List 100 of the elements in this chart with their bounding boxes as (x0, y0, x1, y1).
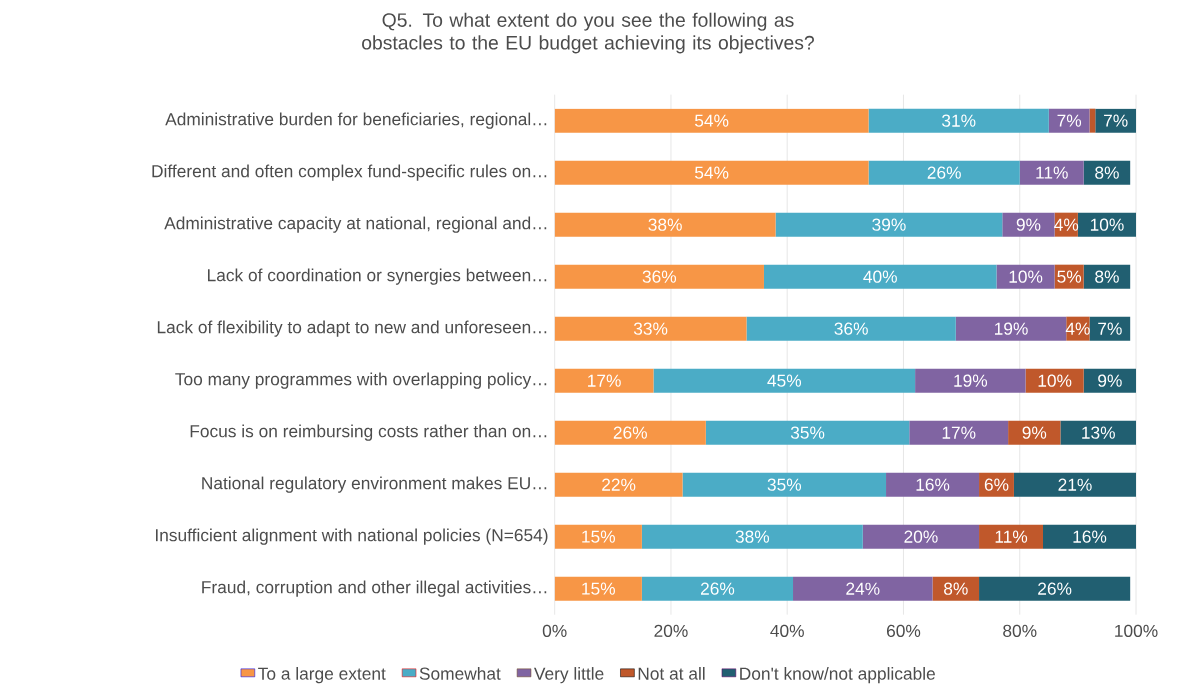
bar (554, 264, 764, 289)
data-label: 8% (1095, 166, 1119, 179)
bar (1002, 212, 1055, 237)
data-label: 26% (700, 582, 735, 595)
data-label: 22% (602, 478, 636, 491)
data-label: 15% (582, 530, 616, 543)
bar (554, 368, 654, 393)
bar (763, 264, 997, 289)
data-label: 40% (863, 270, 897, 283)
x-tick-label: 40% (770, 624, 804, 637)
bar (996, 264, 1055, 289)
y-tick-label: National regulatory environment makes EU… (202, 476, 547, 493)
data-label: 38% (648, 218, 682, 231)
data-label: 19% (954, 374, 988, 387)
bar (1089, 316, 1131, 341)
legend-label: Don't know/not applicable (740, 667, 935, 684)
data-label: 31% (942, 114, 976, 127)
data-label: 16% (1073, 530, 1107, 543)
bar (1095, 108, 1137, 133)
legend-label: Not at all (638, 667, 705, 680)
data-label: 7% (1098, 322, 1122, 335)
data-label: 26% (613, 426, 647, 439)
bar (1060, 420, 1137, 445)
bar (554, 108, 869, 133)
data-label: 36% (834, 322, 868, 335)
bar (554, 420, 706, 445)
data-label: 35% (767, 478, 802, 491)
data-label: 17% (588, 374, 621, 387)
bar (868, 108, 1049, 133)
x-tick-label: 80% (1003, 624, 1037, 637)
data-label: 21% (1058, 478, 1092, 491)
data-label: 8% (944, 582, 968, 595)
bar (1013, 472, 1137, 497)
data-label: 9% (1098, 374, 1122, 387)
data-label: 15% (582, 582, 616, 595)
data-label: 54% (694, 114, 729, 127)
data-label: 10% (1038, 374, 1072, 387)
bar (1008, 420, 1061, 445)
data-label: 33% (633, 322, 668, 335)
bar (1083, 368, 1137, 393)
bar (868, 160, 1020, 185)
y-tick-label: Lack of flexibility to adapt to new and unforeseen… (157, 320, 547, 337)
chart-title: Q5. To what extent do you see the following as obstacles to the EU budget achieving its objectives? (362, 12, 814, 54)
data-label: 13% (1082, 426, 1115, 439)
data-label: 20% (904, 530, 938, 543)
data-label: 8% (1095, 270, 1119, 283)
y-tick-label: Different and often complex fund-specific rules on… (152, 164, 547, 181)
bar (1083, 264, 1131, 289)
bar (554, 160, 869, 185)
data-label: 36% (642, 270, 677, 283)
data-label: 39% (872, 218, 906, 231)
data-label: 5% (1057, 270, 1082, 283)
x-tick-label: 60% (887, 624, 921, 637)
data-label: 17% (942, 426, 976, 439)
y-tick-label: Insufficient alignment with national policies (N=654) (156, 528, 548, 545)
y-tick-label: Administrative burden for beneficiaries, regional… (165, 112, 547, 129)
bar (641, 524, 863, 549)
data-label: 35% (790, 426, 825, 439)
data-label: 38% (735, 530, 770, 543)
bar (915, 368, 1026, 393)
x-tick-label: 20% (654, 624, 688, 637)
bar (793, 576, 933, 601)
bar (1083, 160, 1131, 185)
bar (1048, 108, 1090, 133)
bar (1025, 368, 1084, 393)
data-label: 7% (1057, 114, 1082, 127)
data-label: 11% (995, 530, 1028, 543)
data-label: 6% (984, 478, 1009, 491)
bar (775, 212, 1003, 237)
bar (909, 420, 1009, 445)
bar (979, 524, 1043, 549)
data-label: 24% (846, 582, 880, 595)
bar (554, 212, 776, 237)
legend-label: To a large extent (258, 667, 386, 684)
bar (682, 472, 887, 497)
data-label: 11% (1036, 166, 1068, 179)
data-label: 54% (694, 166, 729, 179)
data-label: 16% (916, 478, 950, 491)
bar (554, 472, 683, 497)
x-tick-label: 0% (542, 624, 567, 637)
data-label: 19% (995, 322, 1028, 335)
legend-label: Somewhat (419, 667, 501, 680)
data-label: 45% (767, 374, 802, 387)
data-label: 10% (1090, 218, 1124, 231)
bar (554, 316, 747, 341)
y-tick-label: Lack of coordination or synergies between… (208, 268, 547, 285)
legend-label: Very little (533, 667, 604, 684)
bar (1042, 524, 1137, 549)
bar (746, 316, 956, 341)
bar (554, 524, 642, 549)
bar (955, 316, 1067, 341)
data-label: 26% (927, 166, 961, 179)
data-label: 10% (1009, 270, 1043, 283)
bar (554, 576, 642, 601)
y-tick-label: Too many programmes with overlapping policy… (175, 372, 547, 389)
bar (705, 420, 910, 445)
y-tick-label: Administrative capacity at national, regional and… (164, 216, 547, 233)
data-label: 7% (1104, 114, 1128, 127)
bar (653, 368, 916, 393)
bar (1019, 160, 1084, 185)
